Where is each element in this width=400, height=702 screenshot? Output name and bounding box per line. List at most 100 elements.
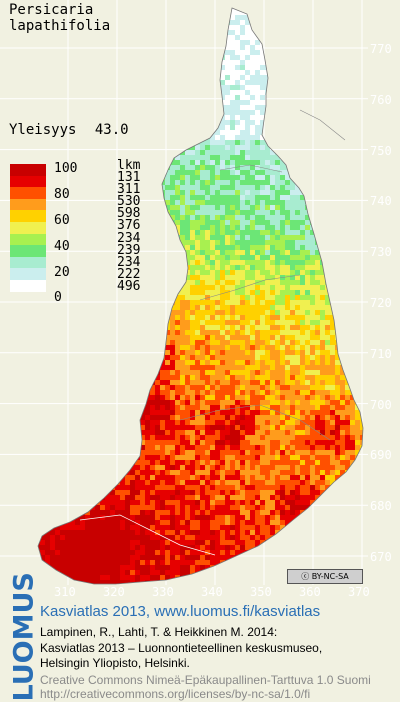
- map-cell: [285, 125, 290, 130]
- map-cell: [305, 120, 310, 125]
- map-cell: [155, 335, 160, 340]
- map-cell: [220, 40, 225, 45]
- map-cell: [220, 105, 225, 110]
- map-cell: [255, 330, 260, 335]
- map-cell: [315, 125, 320, 130]
- map-cell: [75, 65, 80, 70]
- map-cell: [315, 325, 320, 330]
- map-cell: [125, 105, 130, 110]
- map-cell: [310, 280, 315, 285]
- map-cell: [245, 175, 250, 180]
- map-cell: [240, 255, 245, 260]
- map-cell: [315, 230, 320, 235]
- map-cell: [325, 235, 330, 240]
- map-cell: [230, 280, 235, 285]
- map-cell: [285, 175, 290, 180]
- map-cell: [325, 215, 330, 220]
- map-cell: [170, 70, 175, 75]
- map-cell: [270, 35, 275, 40]
- map-cell: [125, 110, 130, 115]
- map-cell: [355, 295, 360, 300]
- map-cell: [320, 10, 325, 15]
- map-cell: [190, 0, 195, 5]
- map-cell: [185, 235, 190, 240]
- map-cell: [260, 265, 265, 270]
- map-cell: [265, 230, 270, 235]
- map-cell: [185, 315, 190, 320]
- map-cell: [45, 105, 50, 110]
- map-cell: [160, 65, 165, 70]
- map-cell: [210, 230, 215, 235]
- map-cell: [210, 70, 215, 75]
- map-cell: [55, 40, 60, 45]
- map-cell: [230, 170, 235, 175]
- map-cell: [255, 30, 260, 35]
- map-cell: [270, 235, 275, 240]
- map-cell: [175, 140, 180, 145]
- map-cell: [225, 80, 230, 85]
- map-cell: [210, 195, 215, 200]
- map-cell: [340, 330, 345, 335]
- map-cell: [100, 330, 105, 335]
- map-cell: [80, 140, 85, 145]
- map-cell: [290, 8, 295, 10]
- map-cell: [355, 20, 360, 25]
- map-cell: [185, 200, 190, 205]
- map-cell: [235, 335, 240, 340]
- map-cell: [260, 135, 265, 140]
- map-cell: [335, 340, 340, 345]
- map-cell: [365, 310, 370, 315]
- map-cell: [285, 30, 290, 35]
- map-cell: [335, 205, 340, 210]
- map-cell: [255, 185, 260, 190]
- map-cell: [240, 120, 245, 125]
- map-cell: [245, 150, 250, 155]
- map-cell: [110, 100, 115, 105]
- map-cell: [135, 120, 140, 125]
- map-cell: [145, 110, 150, 115]
- map-cell: [295, 250, 300, 255]
- map-cell: [180, 305, 185, 310]
- map-cell: [255, 255, 260, 260]
- map-cell: [185, 340, 190, 345]
- map-cell: [285, 8, 290, 10]
- map-cell: [240, 15, 245, 20]
- map-cell: [60, 325, 65, 330]
- map-cell: [90, 335, 95, 340]
- map-cell: [195, 220, 200, 225]
- map-cell: [195, 330, 200, 335]
- map-cell: [130, 330, 135, 335]
- map-cell: [195, 35, 200, 40]
- map-cell: [240, 240, 245, 245]
- map-cell: [340, 205, 345, 210]
- map-cell: [295, 315, 300, 320]
- map-cell: [255, 235, 260, 240]
- map-cell: [280, 25, 285, 30]
- map-cell: [240, 135, 245, 140]
- map-cell: [235, 150, 240, 155]
- map-cell: [205, 180, 210, 185]
- map-cell: [225, 135, 230, 140]
- map-cell: [90, 330, 95, 335]
- map-cell: [160, 130, 165, 135]
- map-cell: [40, 335, 45, 340]
- map-cell: [300, 270, 305, 275]
- map-cell: [260, 235, 265, 240]
- map-cell: [250, 215, 255, 220]
- map-cell: [95, 85, 100, 90]
- map-cell: [120, 90, 125, 95]
- map-cell: [140, 345, 145, 350]
- map-cell: [230, 205, 235, 210]
- map-cell: [340, 30, 345, 35]
- map-cell: [240, 335, 245, 340]
- map-cell: [75, 340, 80, 345]
- map-cell: [295, 320, 300, 325]
- map-cell: [38, 335, 40, 340]
- map-cell: [240, 95, 245, 100]
- map-cell: [75, 35, 80, 40]
- map-cell: [70, 70, 75, 75]
- map-cell: [340, 305, 345, 310]
- map-cell: [275, 220, 280, 225]
- map-cell: [260, 180, 265, 185]
- map-cell: [200, 140, 205, 145]
